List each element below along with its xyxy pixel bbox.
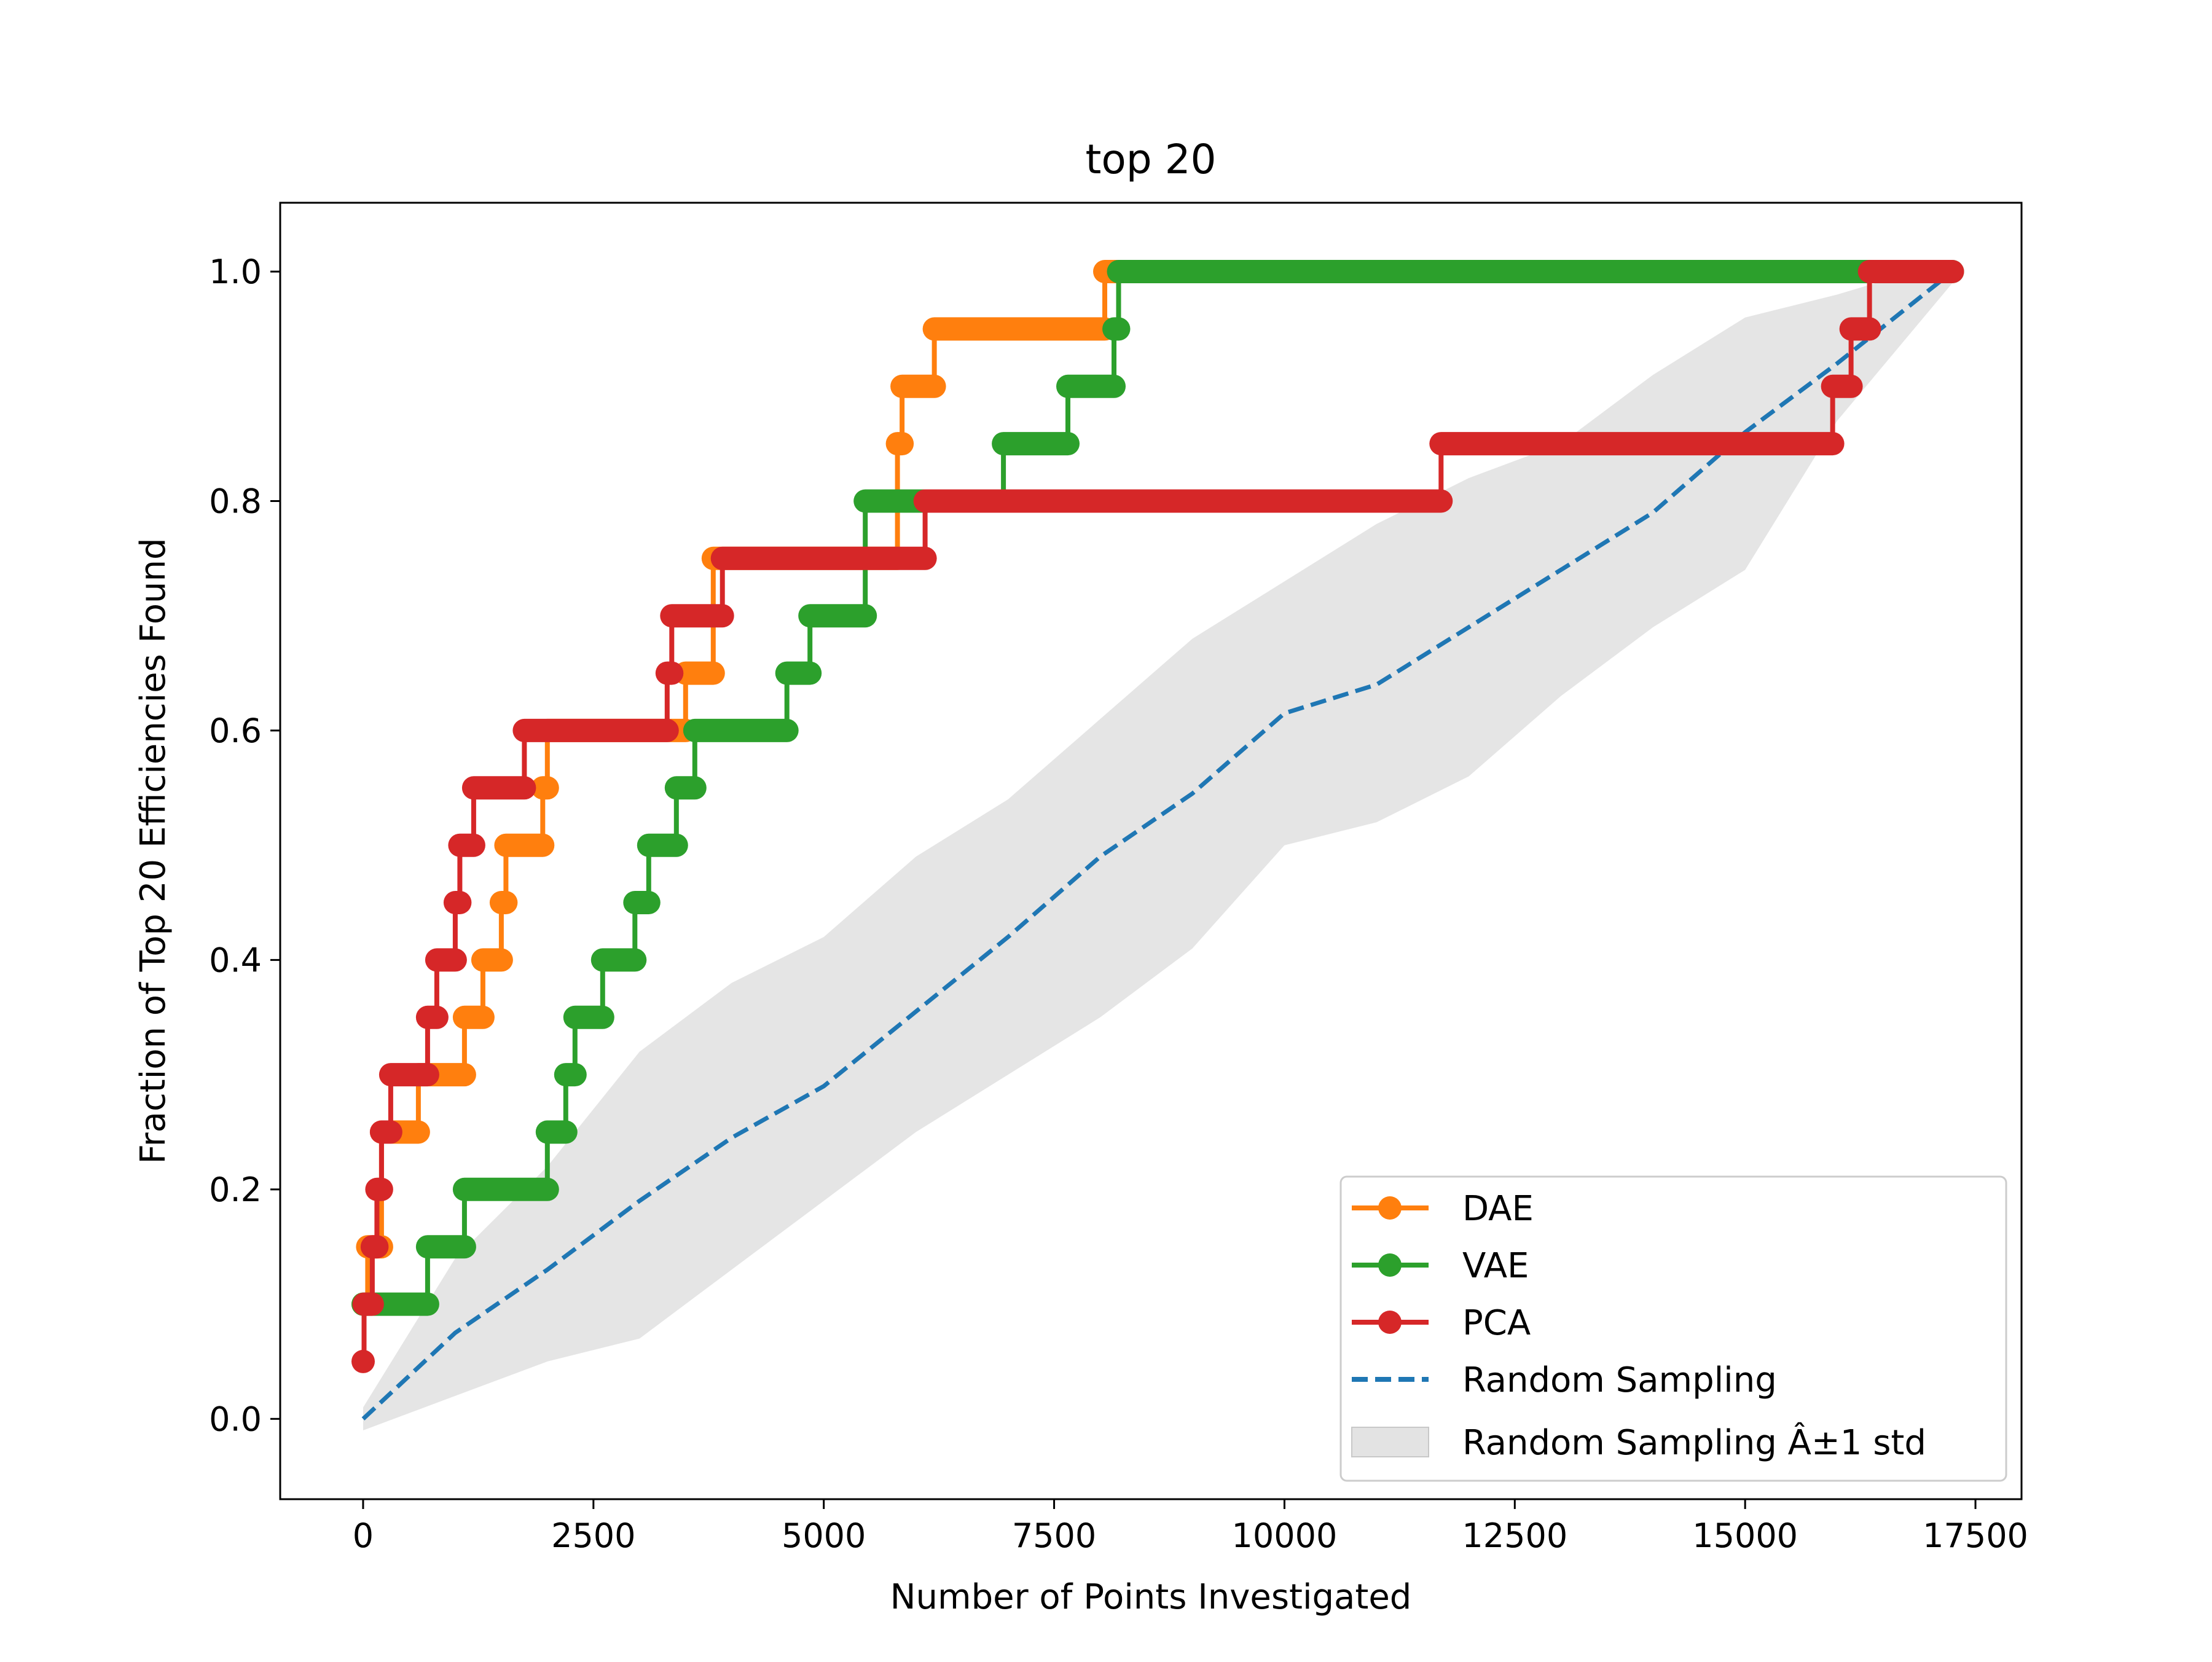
- legend: DAE VAE PCA Random Sampling Random Sampling …: [1339, 1175, 2007, 1482]
- legend-item-pca: PCA: [1352, 1303, 1531, 1343]
- x-tick-label: 17500: [1923, 1516, 2028, 1555]
- y-tick-label: 1.0: [209, 253, 262, 291]
- legend-label: PCA: [1462, 1303, 1531, 1343]
- legend-label: DAE: [1462, 1189, 1534, 1229]
- y-tick-label: 0.0: [209, 1400, 262, 1438]
- legend-item-random-sampling-1-std: Random Sampling Â±1 std: [1351, 1423, 1926, 1463]
- x-axis-label: Number of Points Investigated: [890, 1577, 1412, 1617]
- x-tick-label: 12500: [1462, 1516, 1567, 1555]
- y-axis-ticks: 0.0 0.2 0.4 0.6 0.8 1.0: [209, 253, 280, 1438]
- x-axis-ticks: 0 2500 5000 7500 10000 12500 15000 17500: [353, 1499, 2028, 1555]
- legend-box: [1339, 1175, 2007, 1482]
- legend-label: Random Sampling Â±1 std: [1462, 1423, 1926, 1463]
- series-layer: [351, 260, 1964, 1421]
- y-axis-label: Fraction of Top 20 Efficiencies Found: [133, 538, 173, 1164]
- x-tick-label: 2500: [551, 1516, 635, 1555]
- legend-item-dae: DAE: [1352, 1189, 1534, 1229]
- y-tick-label: 0.2: [209, 1170, 262, 1209]
- x-tick-label: 15000: [1692, 1516, 1798, 1555]
- pca-series: [351, 260, 1964, 1373]
- y-tick-label: 0.4: [209, 941, 262, 979]
- legend-swatch-marker: [1378, 1253, 1402, 1277]
- y-tick-label: 0.8: [209, 482, 262, 520]
- x-tick-label: 7500: [1012, 1516, 1096, 1555]
- x-tick-label: 5000: [782, 1516, 866, 1555]
- x-tick-label: 0: [353, 1516, 374, 1555]
- legend-item-random-sampling: Random Sampling: [1352, 1360, 1777, 1400]
- legend-swatch-patch: [1351, 1427, 1429, 1457]
- legend-label: VAE: [1462, 1246, 1529, 1286]
- chart-title: top 20: [1085, 136, 1216, 183]
- axes-frame: [279, 202, 2023, 1500]
- random-sampling-line: [361, 270, 1954, 1421]
- legend-item-vae: VAE: [1352, 1246, 1529, 1286]
- x-tick-label: 10000: [1232, 1516, 1338, 1555]
- random-sampling-std-band: [363, 260, 1953, 1430]
- y-tick-label: 0.6: [209, 711, 262, 750]
- legend-label: Random Sampling: [1462, 1360, 1777, 1400]
- legend-swatch-marker: [1378, 1196, 1402, 1220]
- legend-swatch-marker: [1378, 1311, 1402, 1334]
- std-band-layer: [363, 260, 1953, 1430]
- pca-marker: [351, 1349, 375, 1373]
